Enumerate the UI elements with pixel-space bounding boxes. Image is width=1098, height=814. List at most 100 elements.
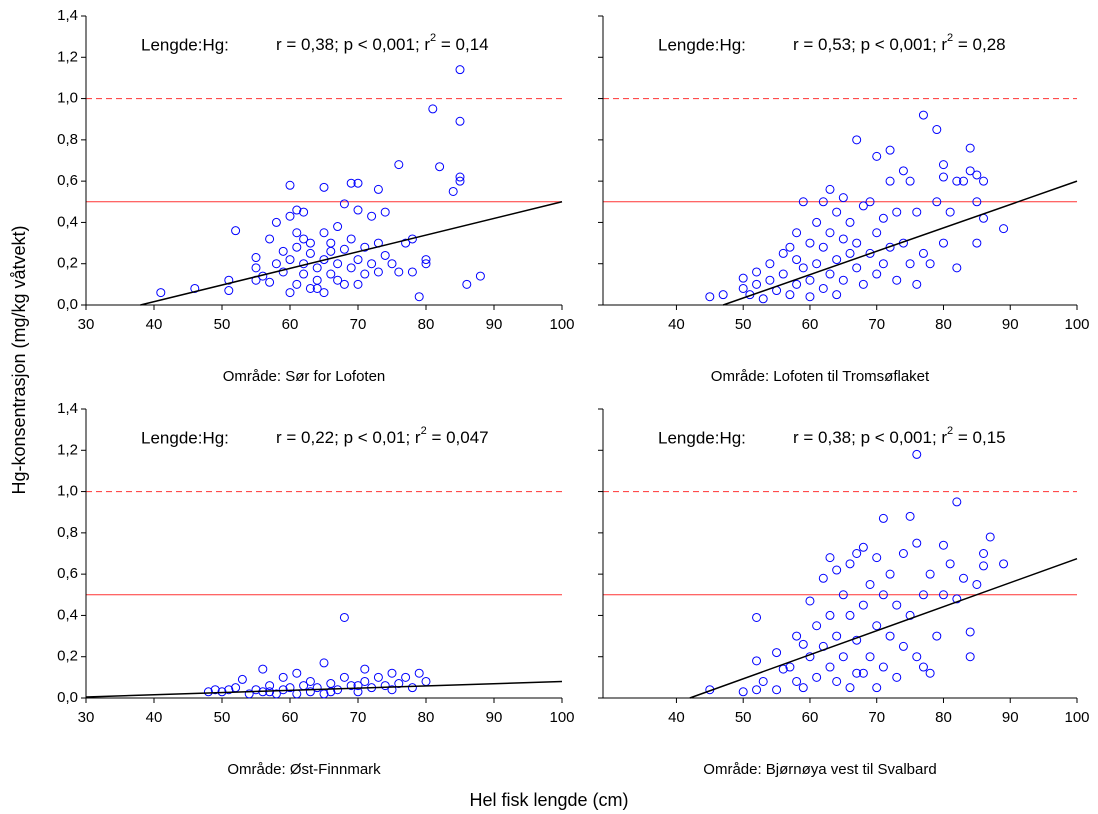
annotation-stats-rest: = 0,047 [427, 428, 489, 447]
data-point [278, 267, 288, 277]
regression-line [722, 180, 1078, 306]
data-point [339, 612, 349, 622]
data-point [292, 279, 302, 289]
data-point [865, 652, 875, 662]
y-tick-label: 1,0 [57, 90, 78, 107]
annotation-stats: r = 0,22; p < 0,01; r2 = 0,047 [276, 425, 489, 448]
data-point [360, 242, 370, 252]
data-point [818, 283, 828, 293]
data-point [401, 672, 411, 682]
data-point [952, 594, 962, 604]
data-point [885, 145, 895, 155]
data-point [765, 259, 775, 269]
data-point [421, 259, 431, 269]
data-point [898, 166, 908, 176]
data-point [925, 569, 935, 579]
data-point [792, 228, 802, 238]
data-point [805, 292, 815, 302]
y-tick-label: 0,0 [57, 296, 78, 313]
data-point [765, 275, 775, 285]
data-point [979, 176, 989, 186]
data-point [360, 676, 370, 686]
data-point [972, 238, 982, 248]
y-tick-label: 0,4 [57, 606, 78, 623]
data-point [312, 683, 322, 693]
data-point [718, 290, 728, 300]
annotation-label: Lengde:Hg: [141, 428, 229, 447]
data-point [798, 197, 808, 207]
annotation-superscript: 2 [947, 32, 953, 44]
data-point [812, 217, 822, 227]
data-point [912, 449, 922, 459]
annotation-stats: r = 0,38; p < 0,001; r2 = 0,15 [793, 425, 1006, 448]
x-tick-label: 70 [868, 316, 885, 333]
data-point [925, 668, 935, 678]
data-point [938, 540, 948, 550]
data-point [892, 600, 902, 610]
x-tick-label: 40 [668, 316, 685, 333]
x-tick-label: 90 [1002, 316, 1019, 333]
y-tick-label: 0,0 [57, 689, 78, 706]
data-point [945, 559, 955, 569]
data-point [210, 685, 220, 695]
data-point [285, 683, 295, 693]
data-point [353, 205, 363, 215]
data-point [838, 234, 848, 244]
x-tick-label: 40 [146, 709, 163, 726]
data-point [999, 224, 1009, 234]
data-point [952, 497, 962, 507]
data-point [959, 573, 969, 583]
data-point [832, 676, 842, 686]
data-point [758, 676, 768, 686]
data-point [292, 228, 302, 238]
annotation-stats: r = 0,38; p < 0,001; r2 = 0,14 [276, 32, 489, 55]
data-point [271, 259, 281, 269]
x-tick-label: 70 [350, 316, 367, 333]
data-point [832, 290, 842, 300]
data-point [380, 681, 390, 691]
data-point [865, 197, 875, 207]
data-point [448, 186, 458, 196]
data-point [292, 242, 302, 252]
data-point [237, 674, 247, 684]
data-point [462, 279, 472, 289]
data-point [825, 662, 835, 672]
data-point [339, 279, 349, 289]
data-point [865, 248, 875, 258]
data-point [346, 263, 356, 273]
data-point [346, 178, 356, 188]
data-point [892, 275, 902, 285]
data-point [838, 590, 848, 600]
data-point [244, 689, 254, 699]
x-tick-label: 60 [282, 709, 299, 726]
data-point [455, 65, 465, 75]
data-point [772, 685, 782, 695]
data-point [319, 288, 329, 298]
data-point [271, 689, 281, 699]
data-point [932, 631, 942, 641]
data-point [367, 259, 377, 269]
data-point [285, 211, 295, 221]
annotation-stats-rest: = 0,28 [953, 35, 1005, 54]
data-point [798, 263, 808, 273]
data-point [878, 213, 888, 223]
data-point [421, 255, 431, 265]
x-tick-label: 50 [214, 709, 231, 726]
data-point [979, 561, 989, 571]
data-point [878, 590, 888, 600]
data-point [838, 193, 848, 203]
data-point [271, 217, 281, 227]
data-point [190, 283, 200, 293]
annotation-stats-rest: = 0,15 [953, 428, 1005, 447]
y-tick-label: 1,4 [57, 400, 78, 417]
data-point [965, 166, 975, 176]
data-point [738, 273, 748, 283]
data-point [818, 573, 828, 583]
data-point [285, 288, 295, 298]
annotation-superscript: 2 [430, 32, 436, 44]
data-point [905, 259, 915, 269]
x-tick-label: 100 [549, 316, 574, 333]
data-point [455, 116, 465, 126]
data-point [414, 292, 424, 302]
data-point [231, 226, 241, 236]
